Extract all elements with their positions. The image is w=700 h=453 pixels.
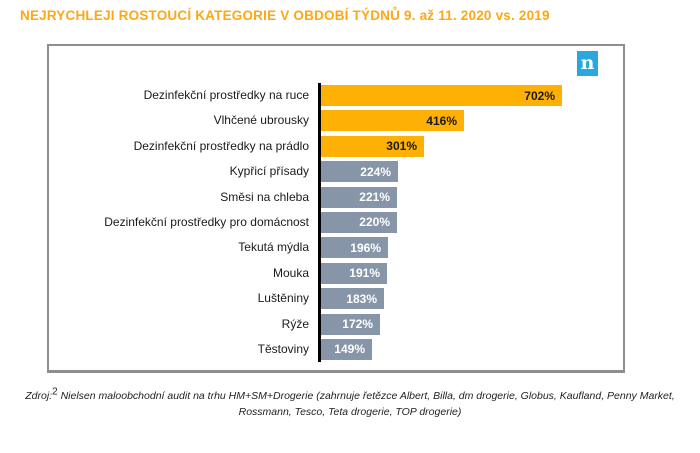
category-label: Luštěniny <box>257 291 309 306</box>
bar: 172% <box>321 313 380 335</box>
bar: 702% <box>321 85 562 106</box>
chart-row: Směsi na chleba 221% <box>49 184 623 210</box>
category-label: Kypřicí přísady <box>229 164 309 179</box>
bar-value-label: 220% <box>359 215 390 230</box>
bar-area: 224% <box>318 159 623 185</box>
bar-value-label: 221% <box>359 190 390 205</box>
bar: 196% <box>321 237 388 259</box>
bar-area: 149% <box>318 336 623 363</box>
bar-value-label: 416% <box>426 113 457 128</box>
chart-row: Kypřicí přísady 224% <box>49 159 623 185</box>
category-label: Těstoviny <box>257 341 309 356</box>
category-label: Směsi na chleba <box>220 189 309 204</box>
bar-area: 220% <box>318 209 623 236</box>
bar-area: 416% <box>318 108 623 134</box>
bar: 149% <box>321 338 372 360</box>
bar: 221% <box>321 186 397 208</box>
bar-area: 196% <box>318 235 623 261</box>
chart-row: Tekutá mýdla 196% <box>49 235 623 261</box>
bar-value-label: 702% <box>524 88 555 103</box>
bar-value-label: 191% <box>349 266 380 281</box>
category-label: Dezinfekční prostředky na ruce <box>143 88 309 102</box>
bar: 191% <box>321 262 387 284</box>
chart-row: Těstoviny 149% <box>49 336 623 363</box>
bar-value-label: 196% <box>350 240 381 255</box>
source-text: Nielsen maloobchodní audit na trhu HM+SM… <box>60 390 675 419</box>
category-label: Dezinfekční prostředky na prádlo <box>133 138 309 153</box>
bar-area: 183% <box>318 286 623 312</box>
nielsen-logo: n <box>577 51 598 76</box>
page-title: NEJRYCHLEJI ROSTOUCÍ KATEGORIE V OBDOBÍ … <box>20 8 550 23</box>
chart-row: Luštěniny 183% <box>49 286 623 312</box>
bar-value-label: 172% <box>342 317 373 332</box>
bar-value-label: 301% <box>386 139 417 154</box>
bar: 183% <box>321 288 384 310</box>
chart-row: Vlhčené ubrousky 416% <box>49 108 623 134</box>
source-superscript: 2 <box>52 386 58 398</box>
bar-value-label: 183% <box>346 291 377 306</box>
source-note: Zdroj:2 Nielsen maloobchodní audit na tr… <box>0 386 700 421</box>
chart-row: Dezinfekční prostředky na prádlo 301% <box>49 133 623 160</box>
bar-area: 221% <box>318 184 623 210</box>
category-label: Vlhčené ubrousky <box>213 113 309 128</box>
bar: 301% <box>321 135 424 157</box>
bar-rows: Dezinfekční prostředky na ruce 702% Vlhč… <box>49 83 623 363</box>
chart-row: Dezinfekční prostředky pro domácnost 220… <box>49 209 623 236</box>
bar-value-label: 224% <box>360 164 391 179</box>
bar: 416% <box>321 110 464 132</box>
bar: 224% <box>321 161 398 183</box>
source-prefix: Zdroj: <box>25 390 53 402</box>
chart-row: Rýže 172% <box>49 311 623 337</box>
bar-area: 172% <box>318 311 623 337</box>
bar-area: 702% <box>318 83 623 109</box>
bar: 220% <box>321 211 397 233</box>
category-label: Rýže <box>281 316 309 331</box>
bar-value-label: 149% <box>334 342 365 357</box>
category-label: Mouka <box>272 265 309 280</box>
chart-area: n Dezinfekční prostředky na ruce 702% Vl… <box>47 44 625 373</box>
category-label: Tekutá mýdla <box>238 240 309 255</box>
bar-area: 301% <box>318 133 623 160</box>
chart-row: Mouka 191% <box>49 260 623 287</box>
category-label: Dezinfekční prostředky pro domácnost <box>104 214 309 229</box>
chart-row: Dezinfekční prostředky na ruce 702% <box>49 83 623 109</box>
bar-area: 191% <box>318 260 623 287</box>
